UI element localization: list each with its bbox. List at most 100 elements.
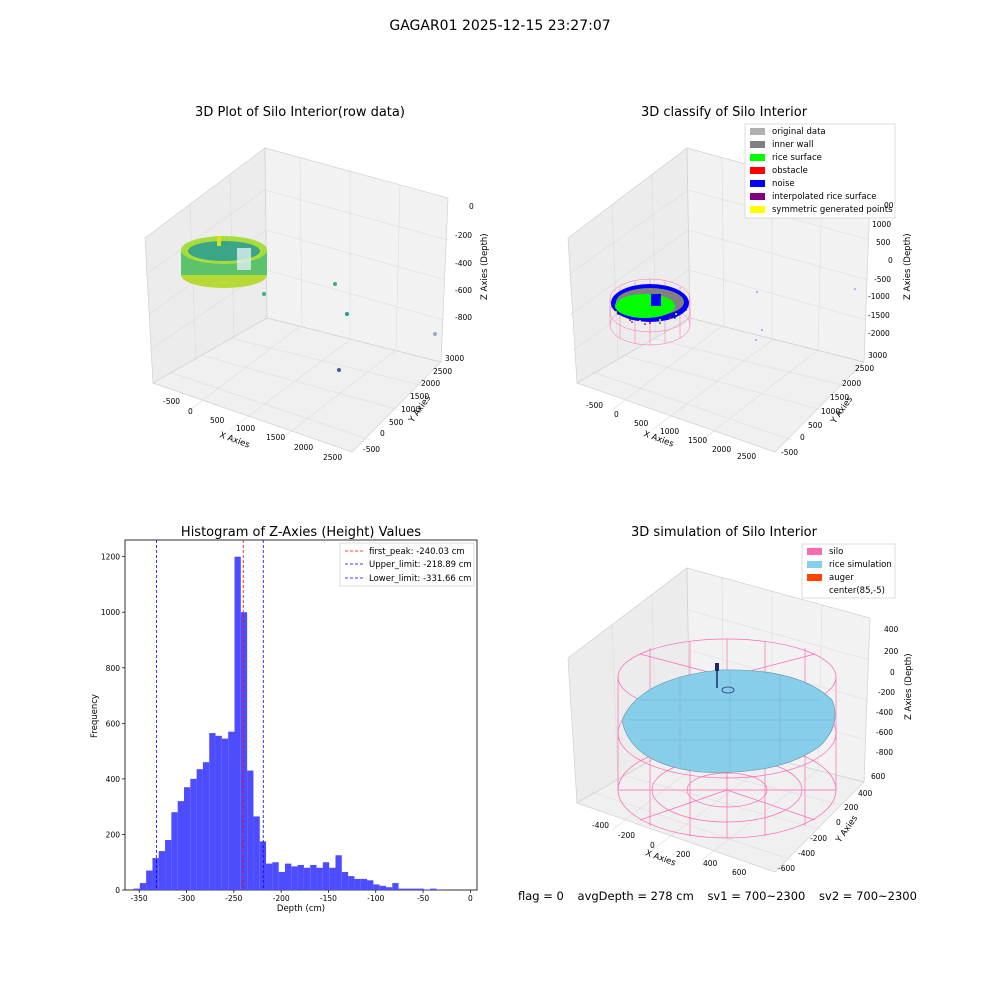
hist-ytick-label: 1200	[101, 553, 120, 562]
hist-bar	[411, 888, 418, 890]
sim-xtick: -400	[592, 821, 609, 830]
classify-yticks: -500 0 500 1000 1500 2000 2500 3000	[781, 351, 887, 457]
hist-xtick-label: -350	[131, 894, 148, 903]
classify-ytick: 1000	[821, 407, 840, 416]
sim-ztick: 400	[884, 625, 899, 634]
classify-rice-surface	[615, 294, 675, 318]
raw-xtick: 0	[188, 407, 193, 416]
sim-legend: silo rice simulation auger center(85,-5)	[801, 543, 896, 599]
raw-outlier	[433, 332, 437, 336]
legend-label: auger	[829, 573, 854, 583]
classify-xtick: 2500	[737, 452, 756, 461]
hist-bar	[196, 769, 203, 890]
hist-bar	[184, 787, 191, 890]
hist-bar	[202, 762, 210, 890]
hist-xtick-label: -300	[178, 894, 195, 903]
classify-ytick: 0	[800, 433, 805, 442]
hist-bar	[404, 888, 412, 890]
hist-bar	[385, 887, 393, 890]
hist-bar	[322, 862, 330, 890]
sim-ytick: 200	[844, 803, 859, 812]
legend-entry-symmetric: symmetric generated points	[750, 205, 893, 215]
raw-ztick: -200	[455, 231, 472, 240]
classify-zlabel: Z Axies (Depth)	[903, 233, 913, 300]
classify-xtick: 1500	[688, 436, 707, 445]
figure-title: GAGAR01 2025-12-15 23:27:07	[389, 18, 611, 34]
hist-bar	[423, 889, 431, 890]
classify-ytick: 1500	[830, 393, 849, 402]
classify-ztick: -1000	[868, 292, 890, 301]
hist-xtick-label: -200	[273, 894, 290, 903]
legend-swatch	[750, 180, 765, 187]
classify-ytick: 2000	[842, 379, 861, 388]
hist-yticks: 0 200 400 600 800 1000 1200	[101, 553, 125, 895]
hist-ytick-label: 600	[106, 719, 121, 728]
hist-bar	[278, 871, 285, 890]
sim-ztick: 0	[890, 668, 895, 677]
classify-xtick: 2000	[712, 445, 731, 454]
classify-panel: 3D classify of Silo Interior	[567, 105, 913, 461]
status-avg-depth: avgDepth = 278 cm	[577, 889, 694, 903]
sim-ytick: 400	[858, 789, 873, 798]
legend-label: interpolated rice surface	[772, 192, 877, 202]
hist-xtick-label: -150	[320, 894, 337, 903]
classify-legend-box	[744, 123, 896, 219]
sim-ytick: -200	[810, 834, 827, 843]
legend-swatch	[807, 548, 822, 555]
hist-bar	[146, 870, 153, 890]
classify-ztick-partial: 00	[884, 201, 894, 210]
hist-bar	[436, 889, 443, 890]
classify-ytick: 2500	[855, 364, 874, 373]
hist-bar	[139, 883, 147, 890]
raw-zticks: 0 -200 -400 -600 -800	[455, 202, 474, 322]
hist-title: Histogram of Z-Axies (Height) Values	[181, 525, 421, 540]
raw-ztick: -400	[455, 259, 472, 268]
classify-xtick: 500	[634, 419, 649, 428]
hist-bar	[247, 770, 254, 890]
raw-ytick: 500	[389, 418, 404, 427]
hist-ytick-label: 200	[106, 830, 121, 839]
legend-label: inner wall	[772, 140, 813, 150]
legend-entry-rice-surface: rice surface	[750, 153, 822, 163]
hist-ytick-label: 1000	[101, 608, 120, 617]
legend-label: symmetric generated points	[772, 205, 893, 215]
sim-zticks: 400 200 0 -200 -400 -600 -800	[876, 625, 899, 757]
raw-yticks: -500 0 500 1000 1500 2000 2500 3000	[363, 354, 464, 454]
hist-bar	[379, 885, 386, 890]
legend-label: rice surface	[772, 153, 822, 163]
raw-cloud-spike	[217, 236, 221, 246]
hist-bar	[360, 878, 368, 890]
raw-ytick: 1000	[401, 405, 420, 414]
legend-entry-rice-sim: rice simulation	[807, 560, 892, 570]
legend-label: center(85,-5)	[829, 586, 885, 596]
sim-xtick: 600	[732, 868, 747, 877]
sim-xticks: -400 -200 0 200 400 600	[592, 821, 747, 877]
hist-xtick-label: -100	[367, 894, 384, 903]
legend-entry-first-peak: first_peak: -240.03 cm	[345, 547, 465, 557]
raw-floor-pane	[152, 317, 442, 453]
hist-bar	[253, 816, 260, 890]
raw-ytick: 0	[380, 429, 385, 438]
legend-label: original data	[772, 127, 826, 137]
sim-ytick: 600	[871, 772, 886, 781]
raw-xlabel: X Axies	[218, 430, 251, 450]
classify-ytick: 3000	[868, 351, 887, 360]
classify-floor-pane	[576, 317, 865, 453]
legend-entry-noise: noise	[750, 179, 795, 189]
sim-ztick: -400	[876, 708, 893, 717]
sim-auger-ring	[721, 686, 735, 694]
classify-xtick: 0	[614, 410, 619, 419]
raw-ytick: 2500	[433, 367, 452, 376]
hist-bar	[133, 888, 140, 890]
legend-entry-lower-limit: Lower_limit: -331.66 cm	[345, 574, 471, 584]
hist-bar	[430, 888, 437, 890]
hist-bar	[392, 883, 399, 890]
sim-ztick: -200	[878, 688, 895, 697]
legend-label: rice simulation	[829, 560, 892, 570]
legend-label: Upper_limit: -218.89 cm	[369, 560, 472, 570]
raw-ztick: 0	[469, 202, 474, 211]
classify-xticks: -500 0 500 1000 1500 2000 2500	[586, 401, 756, 461]
hist-bar	[354, 878, 361, 890]
status-flag: flag = 0	[518, 889, 564, 903]
sim-xtick: 200	[676, 850, 691, 859]
